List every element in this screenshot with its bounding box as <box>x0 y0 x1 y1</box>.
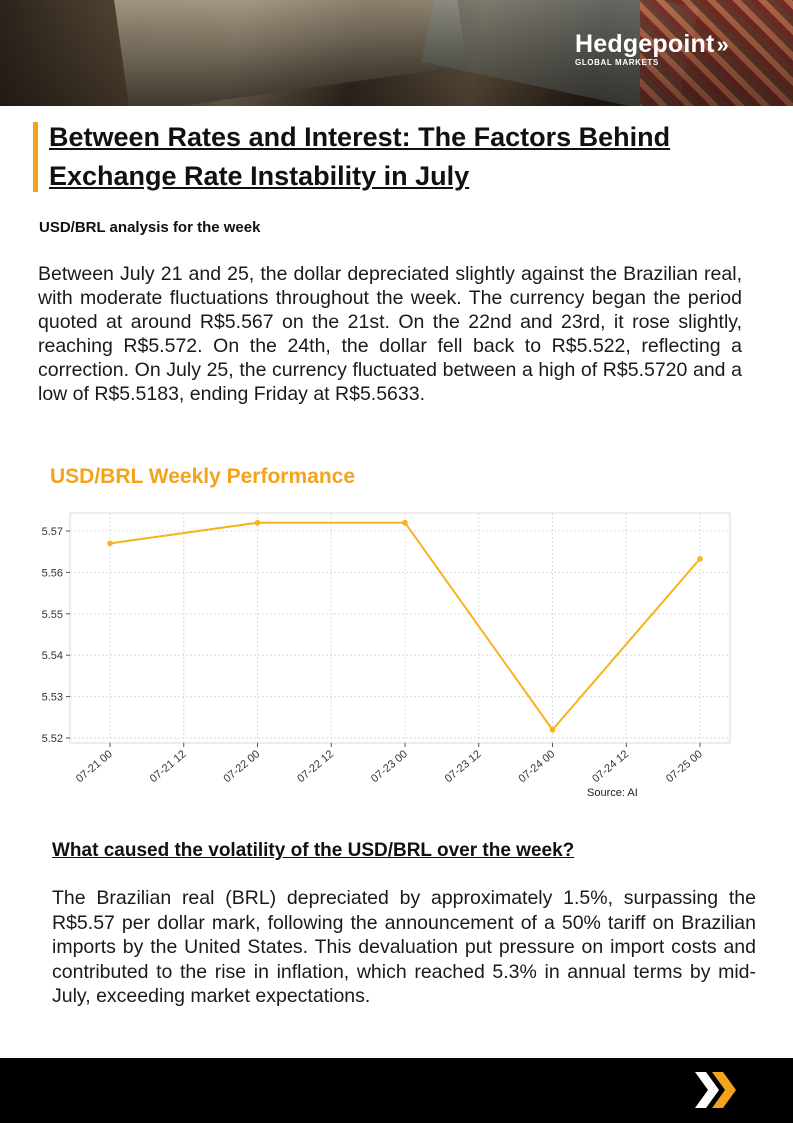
title-accent-bar <box>33 122 38 192</box>
y-tick-label: 5.57 <box>42 526 63 538</box>
x-tick-label: 07-21 00 <box>74 748 115 785</box>
data-point <box>402 519 408 526</box>
x-tick-label: 07-23 12 <box>443 748 484 785</box>
x-tick-label: 07-21 12 <box>148 748 189 785</box>
x-tick-label: 07-22 00 <box>221 748 262 785</box>
x-tick-label: 07-25 00 <box>664 748 705 785</box>
page-title: Between Rates and Interest: The Factors … <box>49 122 671 191</box>
section-subtitle: USD/BRL analysis for the week <box>39 219 261 236</box>
data-point <box>549 726 556 733</box>
x-tick-label: 07-24 12 <box>590 748 631 785</box>
chart-title: USD/BRL Weekly Performance <box>50 465 356 488</box>
plot-frame <box>69 512 731 744</box>
y-tick-label: 5.53 <box>42 692 63 704</box>
x-tick-label: 07-22 12 <box>295 748 336 785</box>
section-heading: What caused the volatility of the USD/BR… <box>52 840 575 861</box>
data-point <box>254 519 261 526</box>
y-tick-label: 5.52 <box>42 733 63 745</box>
header-banner: Hedgepoint» GLOBAL MARKETS <box>0 0 793 106</box>
chart-source-label: Source: AI <box>587 787 638 799</box>
brand-subtitle: GLOBAL MARKETS <box>575 58 659 67</box>
brand-name: Hedgepoint <box>575 30 715 58</box>
chevron-double-icon: » <box>716 32 729 57</box>
banknote-image <box>640 0 793 106</box>
y-tick-label: 5.56 <box>42 567 63 579</box>
footer-bar <box>0 1058 793 1123</box>
line-chart: 5.52 5.53 5.54 5.55 5.56 5.57 07-21 00 07-21 12… <box>42 512 731 799</box>
brand-logo: Hedgepoint» GLOBAL MARKETS <box>575 30 729 67</box>
chevron-double-icon <box>695 1072 736 1108</box>
section-paragraph: The Brazilian real (BRL) depreciated by … <box>52 887 756 1007</box>
data-point <box>697 555 703 562</box>
intro-paragraph: Between July 21 and 25, the dollar depre… <box>38 263 742 405</box>
y-tick-label: 5.54 <box>42 650 63 662</box>
x-tick-label: 07-24 00 <box>516 748 557 785</box>
x-tick-label: 07-23 00 <box>369 748 410 785</box>
data-point <box>107 540 113 547</box>
y-tick-label: 5.55 <box>42 609 63 621</box>
